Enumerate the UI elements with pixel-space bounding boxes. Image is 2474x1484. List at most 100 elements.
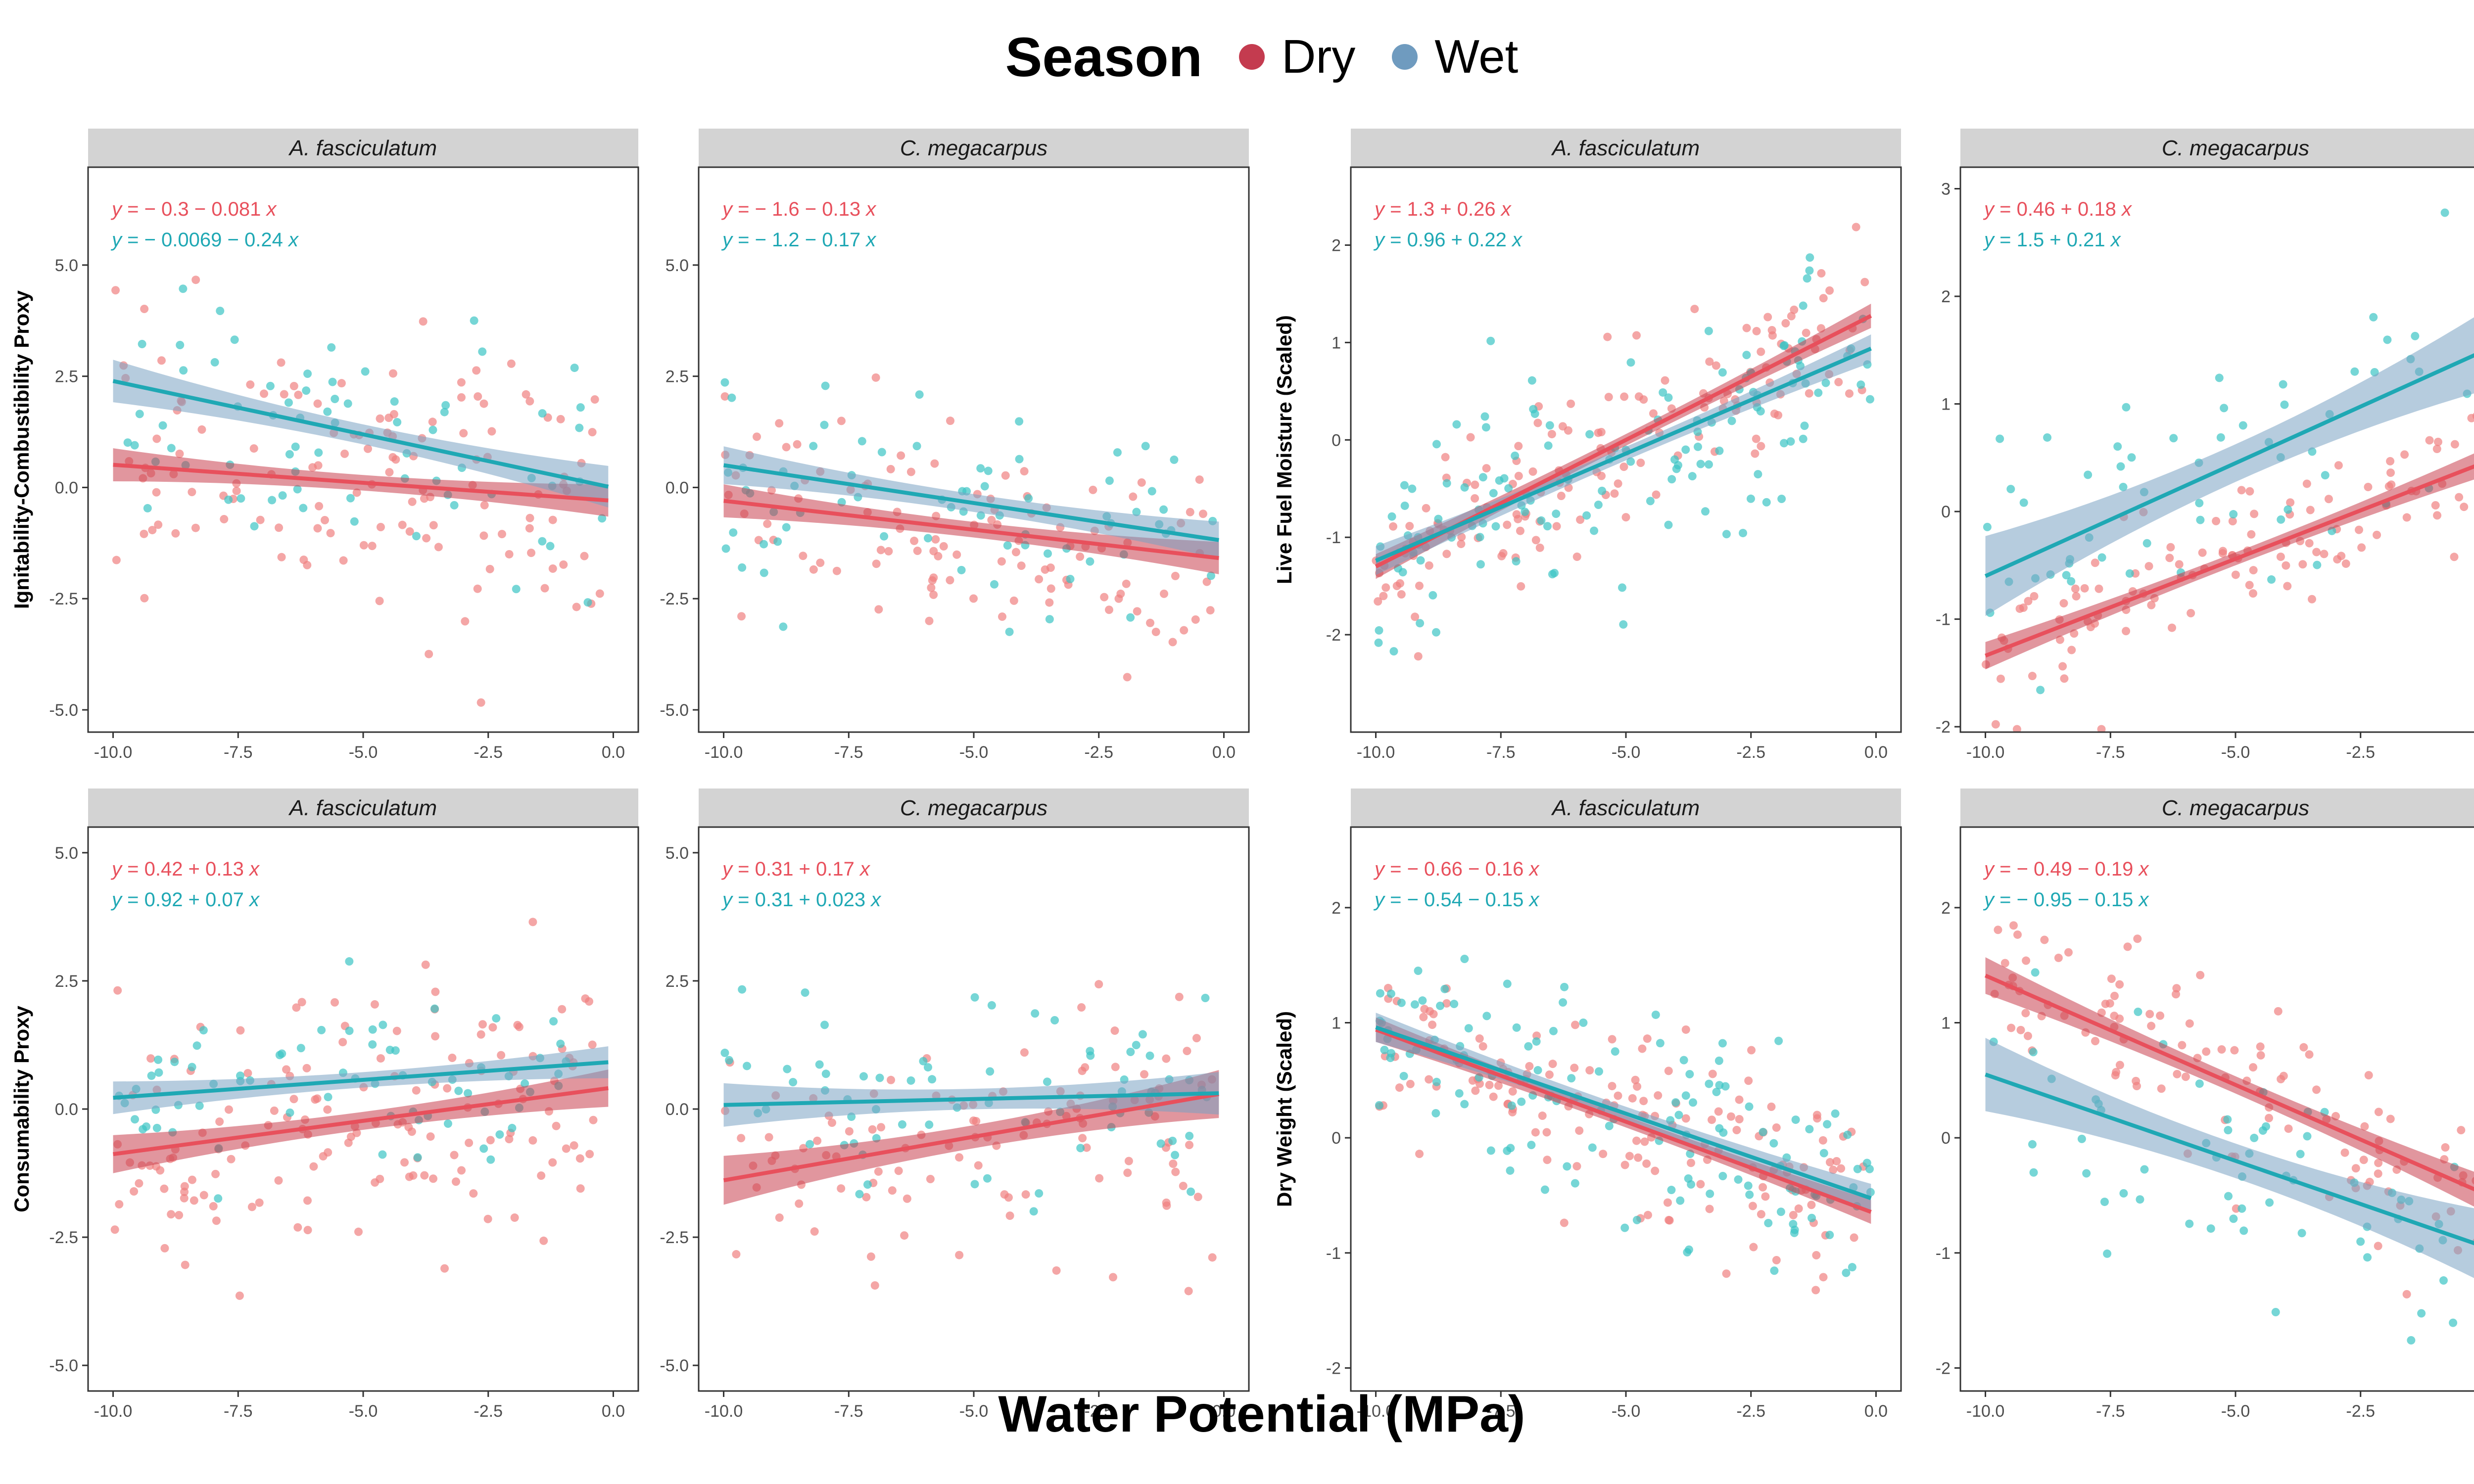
data-point-dry <box>1570 1064 1579 1072</box>
data-point-wet <box>783 1065 792 1073</box>
data-point-dry <box>2115 980 2124 989</box>
data-point-dry <box>1516 526 1524 535</box>
data-point-wet <box>2407 1336 2416 1345</box>
data-point-wet <box>1380 1046 1389 1055</box>
data-point-dry <box>1428 1020 1437 1029</box>
equation-variable: y <box>1373 858 1386 880</box>
regression-line-dry <box>1984 974 2474 1192</box>
facet-panel-top-second: C. megacarpus -10.0 -7.5 -5.0 -2.5 0.0 -5.0 -2.… <box>660 129 1250 762</box>
data-point-wet <box>1605 1121 1614 1130</box>
data-point-wet <box>1543 522 1552 531</box>
equation-term: = − 0.49 − 0.19 <box>1994 858 2139 880</box>
data-point-dry <box>1146 618 1155 627</box>
data-point-wet <box>1620 1223 1629 1232</box>
data-point-dry <box>190 1196 198 1205</box>
data-point-dry <box>1528 467 1537 476</box>
legend-label-dry: Dry <box>1282 30 1356 83</box>
data-point-dry <box>527 549 536 557</box>
data-point-dry <box>2312 548 2321 556</box>
data-point-dry <box>528 1136 537 1145</box>
data-point-dry <box>421 960 430 969</box>
regression-line-wet <box>723 1091 1219 1107</box>
equation-variable: y <box>721 889 734 911</box>
data-point-dry <box>2400 450 2409 459</box>
x-tick-label: -7.5 <box>224 1402 253 1421</box>
data-point-dry <box>1508 1087 1517 1096</box>
data-point-dry <box>497 530 506 539</box>
data-point-dry <box>1499 549 1508 557</box>
data-point-wet <box>1432 440 1441 449</box>
data-point-dry <box>1575 1126 1584 1135</box>
data-point-dry <box>292 1003 301 1012</box>
data-point-dry <box>1621 513 1630 522</box>
data-point-wet <box>2169 434 2178 443</box>
data-point-wet <box>1480 412 1489 421</box>
data-point-dry <box>939 542 948 551</box>
data-point-wet <box>1035 1189 1044 1198</box>
data-point-dry <box>974 1161 983 1170</box>
data-point-wet <box>1389 647 1398 656</box>
data-point-wet <box>1540 1185 1549 1194</box>
data-point-dry <box>1471 480 1479 489</box>
x-tick-label: -10.0 <box>1966 1402 2005 1421</box>
data-point-wet <box>1408 484 1417 493</box>
data-point-wet <box>324 1093 333 1102</box>
data-point-wet <box>1024 494 1033 503</box>
data-point-wet <box>1853 1164 1862 1173</box>
data-point-dry <box>2094 584 2103 593</box>
data-point-dry <box>1763 313 1772 322</box>
data-point-dry <box>910 536 919 545</box>
data-point-wet <box>1482 1012 1491 1020</box>
data-point-dry <box>235 1291 244 1300</box>
y-tick-label: -2 <box>1936 1359 1951 1378</box>
facet-panel-bottom-left: A. fasciculatum -10.0 -7.5 -5.0 -2.5 0.0 -5.0 -… <box>10 788 639 1421</box>
data-point-dry <box>813 1136 822 1145</box>
equation-variable: y <box>110 198 123 220</box>
data-point-wet <box>990 580 999 589</box>
data-point-wet <box>1744 1181 1753 1190</box>
data-point-dry <box>2110 991 2119 1000</box>
data-point-dry <box>1608 1035 1617 1044</box>
data-point-dry <box>1825 286 1834 295</box>
data-point-dry <box>1011 548 1020 556</box>
data-point-wet <box>912 442 921 451</box>
data-point-dry <box>955 1153 964 1162</box>
data-point-wet <box>1762 498 1771 507</box>
data-point-dry <box>1001 471 1010 480</box>
facet-strip <box>1351 129 1901 167</box>
data-point-dry <box>256 515 265 524</box>
data-point-dry <box>525 513 534 522</box>
data-point-dry <box>1129 492 1138 501</box>
regression-equation: y = 0.46 + 0.18 x <box>1983 198 2133 220</box>
data-point-wet <box>857 437 866 446</box>
data-point-dry <box>486 1136 495 1145</box>
regression-equation: y = − 0.0069 − 0.24 x <box>110 229 299 251</box>
data-point-dry <box>175 1210 184 1219</box>
equation-variable: y <box>1373 889 1386 911</box>
data-point-dry <box>420 1171 429 1180</box>
data-point-dry <box>1576 515 1585 524</box>
data-point-dry <box>457 378 466 387</box>
data-point-dry <box>1192 1034 1201 1043</box>
data-point-wet <box>1727 417 1736 425</box>
data-point-dry <box>588 1040 597 1049</box>
data-point-wet <box>1506 1166 1515 1175</box>
data-point-wet <box>1527 1141 1536 1150</box>
data-point-wet <box>1549 1026 1558 1035</box>
data-point-dry <box>227 1155 236 1163</box>
data-point-wet <box>1043 549 1052 558</box>
data-point-wet <box>1432 1077 1441 1086</box>
data-point-dry <box>946 576 954 585</box>
data-point-wet <box>2369 313 2378 322</box>
data-point-dry <box>1789 1210 1798 1219</box>
data-point-dry <box>1004 1193 1013 1202</box>
equation-variable: y <box>110 229 123 251</box>
data-point-dry <box>589 1115 598 1124</box>
data-point-dry <box>1620 1160 1629 1169</box>
data-point-dry <box>1620 392 1629 401</box>
data-point-wet <box>1712 1088 1721 1097</box>
data-point-wet <box>859 1072 868 1081</box>
data-point-dry <box>1533 418 1542 427</box>
data-point-dry <box>737 1134 746 1143</box>
x-tick-label: -5.0 <box>959 1402 989 1421</box>
